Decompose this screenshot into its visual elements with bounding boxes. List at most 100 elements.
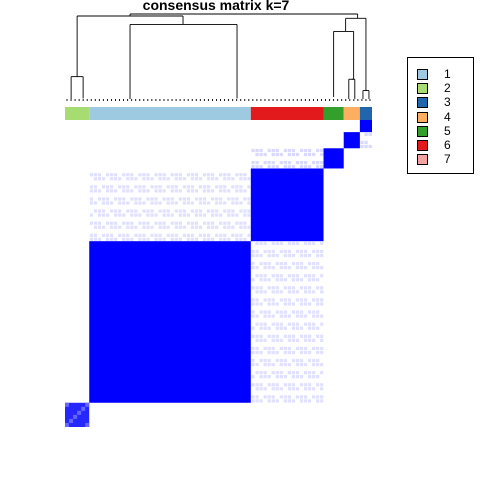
heatmap-cell (316, 395, 320, 399)
heatmap-cell (142, 201, 146, 205)
heatmap-cell (263, 266, 267, 270)
heatmap-cell (267, 249, 271, 254)
heatmap-cell (279, 375, 283, 379)
heatmap-cell (227, 213, 231, 217)
heatmap-cell (247, 197, 251, 201)
heatmap-cell (211, 197, 215, 201)
heatmap-cell (198, 201, 203, 205)
heatmap-cell (223, 237, 227, 241)
heatmap-cell (295, 326, 300, 330)
heatmap-cell (303, 298, 308, 302)
heatmap-cell (158, 237, 162, 241)
heatmap-cell (295, 278, 300, 282)
heatmap-cell (243, 189, 247, 193)
heatmap-cell (283, 278, 287, 282)
heatmap-cell (271, 383, 275, 387)
heatmap-cell (320, 362, 324, 367)
heatmap-cell (295, 298, 300, 302)
heatmap-cell (287, 322, 292, 326)
heatmap-cell (320, 387, 324, 391)
heatmap-cell (101, 177, 106, 181)
heatmap-cell (194, 173, 199, 177)
heatmap-cell (320, 314, 324, 318)
heatmap-cell (146, 237, 150, 241)
heatmap-cell (89, 201, 94, 205)
heatmap-cell (287, 383, 292, 387)
heatmap-cell (312, 314, 316, 318)
heatmap-cell (368, 132, 372, 136)
heatmap-cell (287, 253, 292, 258)
heatmap-cell (316, 314, 320, 318)
heatmap-cell (279, 152, 283, 157)
heatmap-cell (251, 148, 255, 153)
heatmap-cell (255, 266, 259, 270)
heatmap-cell (138, 237, 142, 241)
heatmap-cell (263, 160, 267, 165)
heatmap-cell (126, 189, 130, 193)
heatmap-cell (287, 387, 292, 391)
heatmap-cell (154, 213, 158, 217)
heatmap-cell (279, 266, 283, 270)
heatmap-cell (154, 233, 158, 237)
heatmap-cell (267, 160, 271, 165)
heatmap-cell (271, 274, 275, 278)
heatmap-cell (295, 160, 300, 165)
heatmap-cell (110, 209, 114, 213)
heatmap-cell (275, 371, 279, 375)
heatmap-cell (154, 237, 158, 241)
heatmap-cell (316, 310, 320, 314)
heatmap-cell (299, 148, 304, 153)
heatmap-cell (320, 165, 324, 169)
heatmap-cell (287, 298, 292, 302)
heatmap-cell (320, 350, 324, 355)
heatmap-cell (247, 177, 251, 181)
annotation-cluster-3 (359, 107, 372, 120)
heatmap-cell (211, 209, 215, 213)
heatmap-cell (202, 173, 207, 177)
heatmap-cell (97, 225, 102, 229)
heatmap-cell (271, 266, 275, 270)
heatmap-cell (263, 362, 267, 367)
heatmap-cell (291, 387, 296, 391)
heatmap-cell (206, 225, 211, 229)
heatmap-cell (202, 213, 207, 217)
heatmap-cell (251, 326, 255, 330)
heatmap-cell (275, 261, 279, 266)
heatmap-cell (162, 197, 166, 201)
heatmap-cell (251, 350, 255, 355)
heatmap-cell (283, 399, 287, 403)
heatmap-cell (299, 314, 304, 318)
heatmap-cell (142, 177, 146, 181)
heatmap-cell (122, 237, 126, 241)
heatmap-cell (138, 233, 142, 237)
heatmap-cell (279, 322, 283, 326)
heatmap-cell (263, 326, 267, 330)
heatmap-cell (263, 249, 267, 254)
heatmap-cell (307, 375, 312, 379)
heatmap-cell (215, 201, 219, 205)
heatmap-cell (182, 213, 186, 217)
heatmap-cell (150, 177, 154, 181)
heatmap-cell (231, 225, 235, 229)
heatmap-cell (299, 399, 304, 403)
heatmap-cell (93, 189, 98, 193)
heatmap-cell (130, 221, 134, 225)
heatmap-cell (259, 278, 263, 282)
heatmap-cell (235, 189, 239, 193)
heatmap-cell (271, 302, 275, 306)
heatmap-cell (130, 213, 134, 217)
heatmap-cell (178, 197, 182, 201)
heatmap-cell (186, 189, 191, 193)
heatmap-cell (154, 189, 158, 193)
heatmap-cell (170, 237, 174, 241)
heatmap-cell (295, 371, 300, 375)
heatmap-cell (223, 201, 227, 205)
heatmap-cell (219, 197, 223, 201)
heatmap-cell (174, 185, 178, 189)
heatmap-cell (101, 197, 106, 201)
heatmap-cell (105, 213, 110, 217)
heatmap-cell (93, 209, 98, 213)
heatmap-cell (320, 290, 324, 294)
heatmap-cell (291, 338, 296, 342)
heatmap-cell (259, 371, 263, 375)
